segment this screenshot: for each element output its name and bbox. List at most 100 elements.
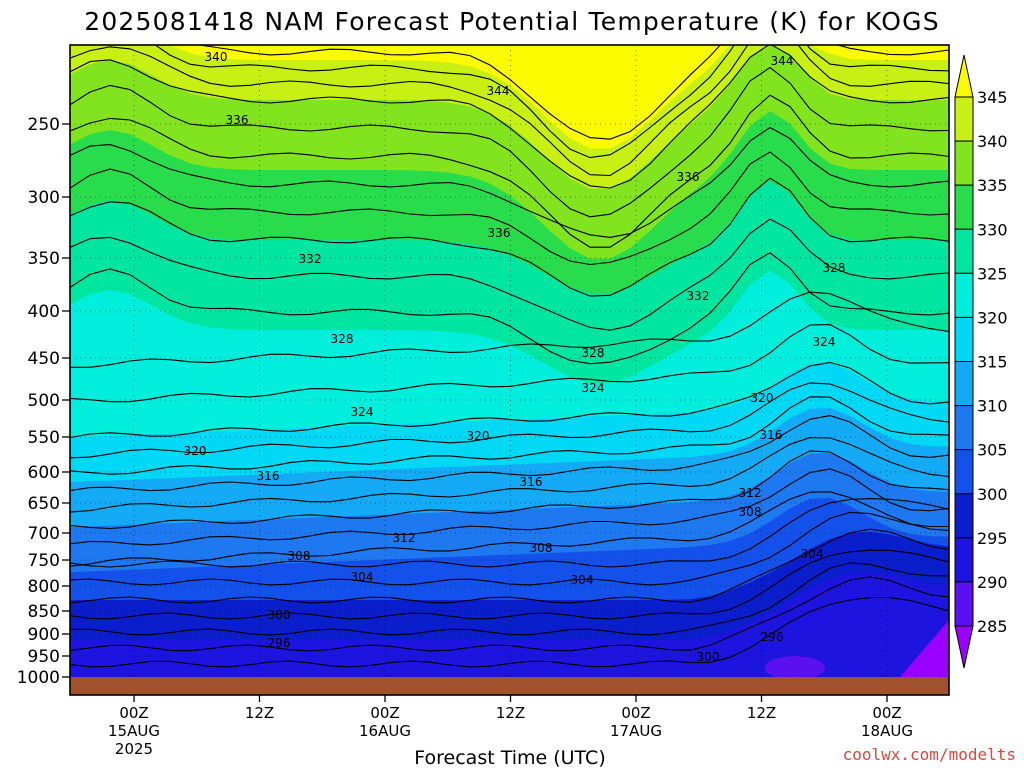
contour-label-28: 300 xyxy=(268,608,291,622)
colorbar: 345 340 335 330 325 320 315 310 305 300 295 290 285 xyxy=(954,54,1008,669)
contour-292 xyxy=(70,597,949,668)
y-tick-label-900: 900 xyxy=(28,625,60,645)
y-tick-label-400: 400 xyxy=(28,302,60,322)
band-lt-295 xyxy=(70,571,949,677)
colorbar-seg-2 xyxy=(954,184,974,230)
x-tick-label-0-2: 2025 xyxy=(115,740,153,758)
chart-title: 2025081418 NAM Forecast Potential Temper… xyxy=(84,7,940,36)
colorbar-bottom-arrow xyxy=(954,625,974,669)
colorbar-top-arrow xyxy=(954,54,974,98)
contour-label-22: 312 xyxy=(393,531,416,545)
contour-label-16: 316 xyxy=(760,428,783,442)
colorbar-label-300: 300 xyxy=(977,485,1008,504)
contour-334 xyxy=(70,126,949,238)
contour-label-13: 320 xyxy=(751,391,774,405)
contour-label-27: 304 xyxy=(571,573,594,587)
colorbar-seg-0 xyxy=(954,96,974,142)
contour-label-23: 308 xyxy=(530,541,553,555)
contour-342 xyxy=(70,45,949,177)
grid-lines xyxy=(70,45,949,677)
contour-label-31: 300 xyxy=(697,650,720,664)
theta-contours xyxy=(70,45,949,668)
colorbar-seg-7 xyxy=(954,405,974,451)
contour-326 xyxy=(70,252,949,365)
contour-298 xyxy=(70,549,949,620)
contour-label-6: 332 xyxy=(299,252,322,266)
contour-label-21: 308 xyxy=(739,505,762,519)
x-tick-label-6-1: 18AUG xyxy=(861,722,913,740)
colorbar-label-305: 305 xyxy=(977,441,1008,460)
contour-label-2: 344 xyxy=(487,84,510,98)
contour-336 xyxy=(70,94,949,248)
colorbar-seg-8 xyxy=(954,449,974,495)
colorbar-label-340: 340 xyxy=(977,132,1008,151)
colorbar-seg-9 xyxy=(954,493,974,539)
y-tick-label-300: 300 xyxy=(28,188,60,208)
contour-label-20: 312 xyxy=(739,486,762,500)
y-tick-label-250: 250 xyxy=(28,115,60,135)
colorbar-label-320: 320 xyxy=(977,308,1008,327)
contour-318 xyxy=(70,382,949,459)
y-tick-label-1000: 1000 xyxy=(17,668,60,688)
contour-label-29: 296 xyxy=(268,636,291,650)
contour-320 xyxy=(70,361,949,439)
contour-314 xyxy=(70,415,949,492)
contour-332 xyxy=(70,151,949,266)
y-tick-label-800: 800 xyxy=(28,577,60,597)
contour-label-19: 316 xyxy=(520,475,543,489)
contour-324 xyxy=(70,291,949,368)
contour-316 xyxy=(70,396,949,475)
contour-300 xyxy=(70,528,949,604)
contour-label-4: 336 xyxy=(677,170,700,184)
cold-pocket-2 xyxy=(900,620,949,677)
colorbar-label-295: 295 xyxy=(977,529,1008,548)
colorbar-label-285: 285 xyxy=(977,617,1008,636)
y-tick-label-600: 600 xyxy=(28,463,60,483)
contour-330 xyxy=(70,177,949,297)
contour-label-24: 308 xyxy=(288,549,311,563)
colorbar-label-310: 310 xyxy=(977,397,1008,416)
contour-label-1: 344 xyxy=(771,54,794,68)
colorbar-seg-1 xyxy=(954,140,974,186)
colorbar-seg-4 xyxy=(954,272,974,318)
contour-344 xyxy=(70,45,949,159)
y-tick-label-350: 350 xyxy=(28,249,60,269)
contour-306 xyxy=(70,491,949,567)
colorbar-label-290: 290 xyxy=(977,573,1008,592)
contour-label-5: 336 xyxy=(488,226,511,240)
contour-310 xyxy=(70,450,949,530)
y-tick-label-650: 650 xyxy=(28,494,60,514)
contour-label-12: 324 xyxy=(582,381,605,395)
contour-322 xyxy=(70,324,949,403)
contour-label-26: 304 xyxy=(351,570,374,584)
contour-label-0: 340 xyxy=(205,50,228,64)
colorbar-seg-10 xyxy=(954,537,974,583)
contour-label-30: 296 xyxy=(761,630,784,644)
ground-surface xyxy=(70,677,949,695)
contour-label-18: 316 xyxy=(257,469,280,483)
contour-label-3: 336 xyxy=(226,113,249,127)
x-tick-label-3-0: 12Z xyxy=(496,704,525,722)
y-axis: 250 300 350 400 450 500 550 600 650 700 750 800 850 9… xyxy=(17,115,70,688)
contour-338 xyxy=(70,66,949,218)
contour-labels: 340 344 344 336 336 336 332 328 332 328 324 328 324 3… xyxy=(184,50,846,664)
colorbar-label-315: 315 xyxy=(977,353,1008,372)
contour-label-11: 328 xyxy=(582,346,605,360)
contour-328 xyxy=(70,218,949,331)
contour-302 xyxy=(70,511,949,586)
y-tick-label-550: 550 xyxy=(28,428,60,448)
contour-294 xyxy=(70,576,949,652)
colorbar-seg-11 xyxy=(954,581,974,627)
colorbar-label-335: 335 xyxy=(977,176,1008,195)
contour-296 xyxy=(70,562,949,636)
y-tick-label-700: 700 xyxy=(28,524,60,544)
plot-frame xyxy=(69,44,950,696)
y-tick-label-750: 750 xyxy=(28,551,60,571)
contour-label-25: 304 xyxy=(801,547,824,561)
colorbar-seg-6 xyxy=(954,361,974,407)
x-tick-label-5-0: 12Z xyxy=(747,704,776,722)
contour-label-17: 320 xyxy=(184,444,207,458)
x-tick-label-2-1: 16AUG xyxy=(359,722,411,740)
contour-label-8: 332 xyxy=(687,289,710,303)
